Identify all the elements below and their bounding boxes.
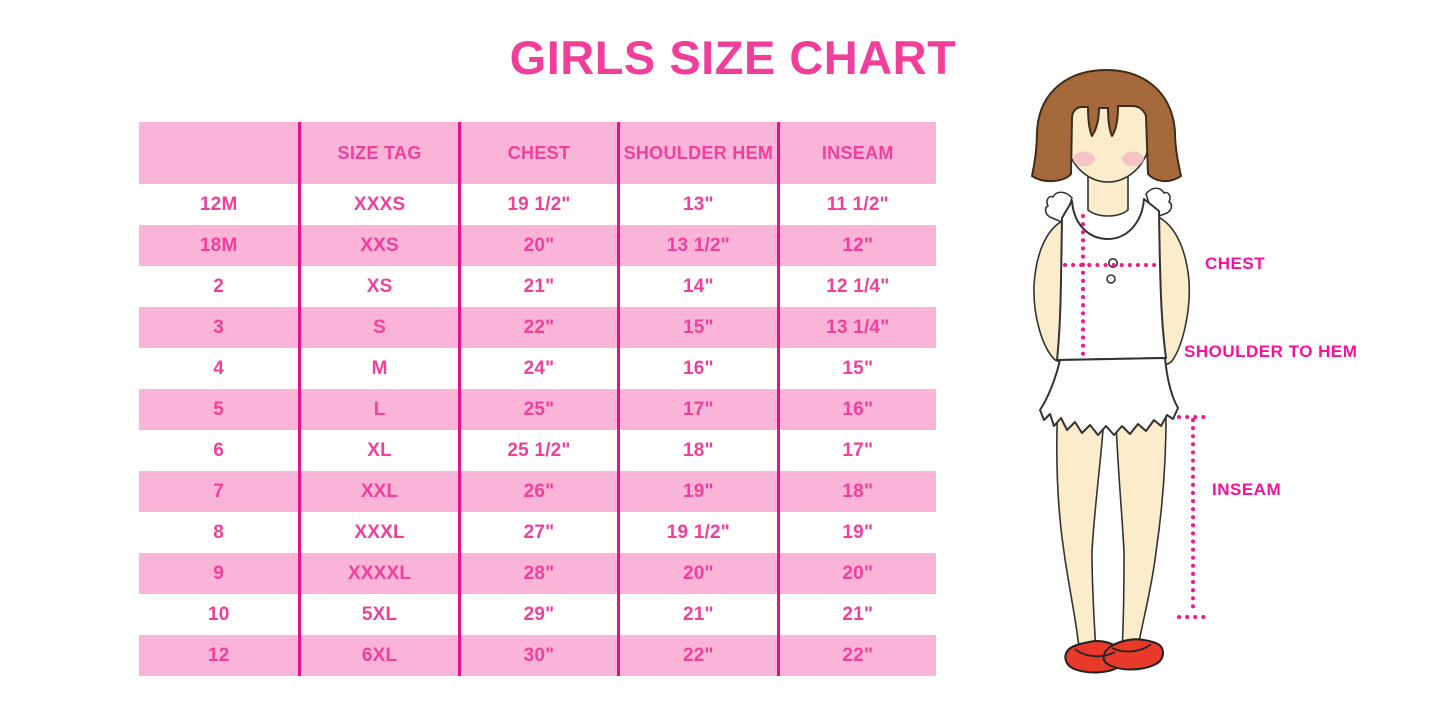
table-cell: 13" xyxy=(617,184,776,225)
table-cell: 18" xyxy=(776,471,936,512)
table-cell: 4 xyxy=(213,357,225,379)
table-cell: 13 1/2" xyxy=(617,225,776,266)
table-row: 10 5XL 29" 21" 21" xyxy=(139,594,936,635)
table-row: 2 XS 21" 14" 12 1/4" xyxy=(139,266,936,307)
table-cell: XXXS xyxy=(298,184,457,225)
table-row: 5 L 25" 17" 16" xyxy=(139,389,936,430)
table-row: 3 S 22" 15" 13 1/4" xyxy=(139,307,936,348)
hair-shape xyxy=(1031,69,1182,182)
inseam-measure-label: INSEAM xyxy=(1212,480,1282,499)
table-cell: 20" xyxy=(457,225,617,266)
table-cell: 21" xyxy=(617,594,776,635)
table-cell: 28" xyxy=(457,553,617,594)
table-row: 4 M 24" 16" 15" xyxy=(139,348,936,389)
header-cell-size-tag: SIZE TAG xyxy=(298,122,457,184)
table-cell: 12 xyxy=(207,644,230,666)
table-cell: 10 xyxy=(207,603,230,625)
table-cell: 26" xyxy=(457,471,617,512)
table-cell: 29" xyxy=(457,594,617,635)
table-cell: 22" xyxy=(776,635,936,676)
size-chart-table-body: 12M XXXS 19 1/2" 13" 11 1/2" 18M XXS 20" 13 1/2"… xyxy=(139,184,936,676)
table-cell: 11 1/2" xyxy=(776,184,936,225)
table-cell: 19 1/2" xyxy=(457,184,617,225)
table-cell: 12 1/4" xyxy=(776,266,936,307)
table-cell: XS xyxy=(298,266,457,307)
table-cell: 18M xyxy=(199,234,238,256)
table-cell: 20" xyxy=(617,553,776,594)
shoulder-to-hem-measure-label: SHOULDER TO HEM xyxy=(1184,342,1358,361)
table-cell: 16" xyxy=(617,348,776,389)
table-row: 18M XXS 20" 13 1/2" 12" xyxy=(139,225,936,266)
table-cell: 6XL xyxy=(298,635,457,676)
table-row: 12 6XL 30" 22" 22" xyxy=(139,635,936,676)
table-cell: 5XL xyxy=(298,594,457,635)
right-shoe-strap xyxy=(1111,643,1152,653)
table-cell: 16" xyxy=(776,389,936,430)
table-cell: 25 1/2" xyxy=(457,430,617,471)
table-cell: XXL xyxy=(298,471,457,512)
table-cell: 17" xyxy=(776,430,936,471)
right-blush xyxy=(1122,151,1144,167)
table-cell: XXXL xyxy=(298,512,457,553)
header-cell-shoulder-hem: SHOULDER HEM xyxy=(617,122,776,184)
page-title: GIRLS SIZE CHART xyxy=(509,31,957,84)
table-cell: 21" xyxy=(457,266,617,307)
table-cell: 22" xyxy=(617,635,776,676)
left-shoe-strap xyxy=(1074,648,1116,658)
table-cell: 6 xyxy=(213,439,225,461)
table-cell: 9 xyxy=(213,562,225,584)
girl-measurement-illustration xyxy=(1031,69,1209,674)
table-cell: 5 xyxy=(213,398,225,420)
left-leg-shape xyxy=(1056,398,1105,653)
table-cell: 19" xyxy=(776,512,936,553)
table-cell: 3 xyxy=(213,316,225,338)
table-cell: XXXXL xyxy=(298,553,457,594)
table-cell: XL xyxy=(298,430,457,471)
table-row: 6 XL 25 1/2" 18" 17" xyxy=(139,430,936,471)
table-cell: 22" xyxy=(457,307,617,348)
table-cell: 13 1/4" xyxy=(776,307,936,348)
table-row: 9 XXXXL 28" 20" 20" xyxy=(139,553,936,594)
table-cell: 15" xyxy=(617,307,776,348)
table-cell: 20" xyxy=(776,553,936,594)
table-row: 12M XXXS 19 1/2" 13" 11 1/2" xyxy=(139,184,936,225)
size-chart-table: SIZE TAG CHEST SHOULDER HEM INSEAM 12M XX… xyxy=(139,122,936,676)
header-cell-chest: CHEST xyxy=(457,122,617,184)
chest-measure-label: CHEST xyxy=(1205,254,1266,273)
table-cell: 19" xyxy=(617,471,776,512)
table-cell: S xyxy=(298,307,457,348)
table-cell: M xyxy=(298,348,457,389)
skirt-shape xyxy=(1039,357,1179,436)
table-row: 7 XXL 26" 19" 18" xyxy=(139,471,936,512)
header-cell-size xyxy=(139,122,298,184)
table-cell: 12" xyxy=(776,225,936,266)
table-cell: 8 xyxy=(213,521,225,543)
table-cell: 7 xyxy=(213,480,225,502)
table-header-row: SIZE TAG CHEST SHOULDER HEM INSEAM xyxy=(139,122,936,184)
table-cell: 30" xyxy=(457,635,617,676)
left-blush xyxy=(1073,151,1095,167)
table-cell: 27" xyxy=(457,512,617,553)
table-cell: XXS xyxy=(298,225,457,266)
bottom-button xyxy=(1106,274,1116,284)
table-cell: 25" xyxy=(457,389,617,430)
table-cell: 2 xyxy=(213,275,225,297)
table-cell: 15" xyxy=(776,348,936,389)
table-cell: 19 1/2" xyxy=(617,512,776,553)
header-cell-inseam: INSEAM xyxy=(776,122,936,184)
table-cell: 14" xyxy=(617,266,776,307)
right-leg-shape xyxy=(1115,393,1167,651)
table-cell: 18" xyxy=(617,430,776,471)
table-cell: 17" xyxy=(617,389,776,430)
table-cell: 24" xyxy=(457,348,617,389)
table-cell: 21" xyxy=(776,594,936,635)
table-row: 8 XXXL 27" 19 1/2" 19" xyxy=(139,512,936,553)
table-cell: L xyxy=(298,389,457,430)
table-cell: 12M xyxy=(199,193,238,215)
